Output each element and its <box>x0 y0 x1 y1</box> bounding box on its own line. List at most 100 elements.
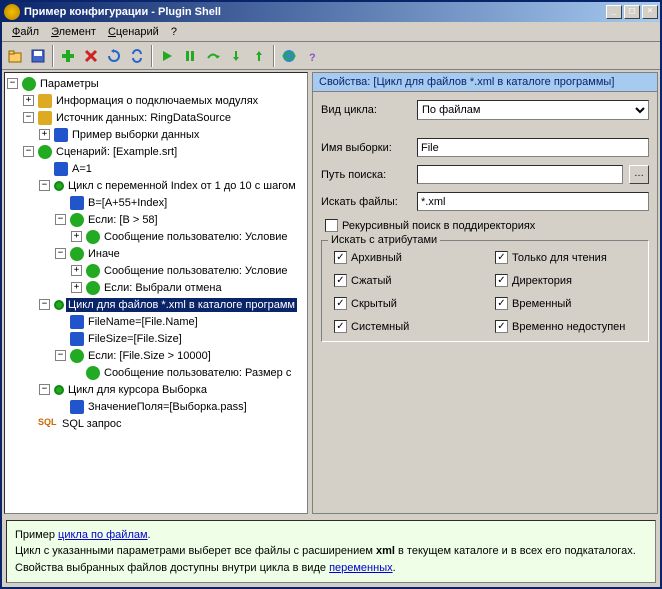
selection-name-input[interactable] <box>417 138 649 157</box>
archive-checkbox[interactable]: ✓ <box>334 251 347 264</box>
temporary-label: Временный <box>512 298 571 310</box>
tree-loop-index[interactable]: −Цикл с переменной Index от 1 до 10 с ша… <box>7 177 305 194</box>
add-button[interactable] <box>57 45 79 67</box>
scenario-icon <box>38 145 52 159</box>
app-icon <box>4 4 20 20</box>
refresh-button[interactable] <box>103 45 125 67</box>
temporary-checkbox[interactable]: ✓ <box>495 297 508 310</box>
cycle-icon <box>54 181 64 191</box>
run-button[interactable] <box>156 45 178 67</box>
offline-label: Временно недоступен <box>512 321 625 333</box>
pause-button[interactable] <box>179 45 201 67</box>
tree-var-b[interactable]: B=[A+55+Index] <box>7 194 305 211</box>
tree-loop-files[interactable]: −Цикл для файлов *.xml в каталоге програ… <box>7 296 305 313</box>
if-icon <box>70 349 84 363</box>
minimize-button[interactable]: _ <box>606 5 622 19</box>
datasource-icon <box>38 111 52 125</box>
hint-bold-xml: xml <box>376 545 395 557</box>
hint-link-cycle[interactable]: цикла по файлам <box>58 529 148 541</box>
menu-file[interactable]: Файл <box>6 24 45 40</box>
expander-icon[interactable]: − <box>55 350 66 361</box>
tree-msg3[interactable]: Сообщение пользователю: Размер с <box>7 364 305 381</box>
menu-script[interactable]: Сценарий <box>102 24 165 40</box>
tree-modules[interactable]: +Информация о подключаемых модулях <box>7 92 305 109</box>
expander-icon[interactable]: − <box>7 78 18 89</box>
directory-checkbox[interactable]: ✓ <box>495 274 508 287</box>
msg-icon <box>86 366 100 380</box>
system-checkbox[interactable]: ✓ <box>334 320 347 333</box>
stepout-button[interactable] <box>248 45 270 67</box>
if-icon <box>86 281 100 295</box>
var-icon <box>70 315 84 329</box>
hint-pane: Пример цикла по файлам. Цикл с указанным… <box>6 520 656 584</box>
expander-icon[interactable]: + <box>71 282 82 293</box>
tree-else[interactable]: −Иначе <box>7 245 305 262</box>
tree-pane[interactable]: −Параметры +Информация о подключаемых мо… <box>4 72 308 514</box>
hidden-checkbox[interactable]: ✓ <box>334 297 347 310</box>
expander-icon[interactable]: − <box>55 214 66 225</box>
expander-icon[interactable]: + <box>71 231 82 242</box>
expander-icon[interactable]: − <box>23 112 34 123</box>
expander-icon[interactable]: + <box>23 95 34 106</box>
tree-root[interactable]: −Параметры <box>7 75 305 92</box>
maximize-button[interactable]: □ <box>624 5 640 19</box>
search-path-label: Путь поиска: <box>321 169 411 181</box>
stepover-button[interactable] <box>202 45 224 67</box>
tree-datasource[interactable]: −Источник данных: RingDataSource <box>7 109 305 126</box>
expander-icon[interactable]: − <box>23 146 34 157</box>
params-icon <box>22 77 36 91</box>
expander-icon[interactable]: − <box>39 180 50 191</box>
expander-icon[interactable]: − <box>39 384 50 395</box>
tree-sample[interactable]: +Пример выборки данных <box>7 126 305 143</box>
sync-button[interactable] <box>126 45 148 67</box>
close-button[interactable]: × <box>642 5 658 19</box>
var-icon <box>54 162 68 176</box>
menu-element[interactable]: Элемент <box>45 24 102 40</box>
archive-label: Архивный <box>351 252 402 264</box>
tree-filename[interactable]: FileName=[File.Name] <box>7 313 305 330</box>
readonly-checkbox[interactable]: ✓ <box>495 251 508 264</box>
tree-msg1[interactable]: +Сообщение пользователю: Условие <box>7 228 305 245</box>
menu-help[interactable]: ? <box>165 24 183 40</box>
sample-icon <box>54 128 68 142</box>
tree-loop-cursor[interactable]: −Цикл для курсора Выборка <box>7 381 305 398</box>
tree-if-b58[interactable]: −Если: [B > 58] <box>7 211 305 228</box>
menu-script-label: ценарий <box>116 26 159 38</box>
cycle-icon <box>54 385 64 395</box>
toolbar: ? <box>2 42 660 70</box>
stepin-button[interactable] <box>225 45 247 67</box>
tree-scenario[interactable]: −Сценарий: [Example.srt] <box>7 143 305 160</box>
selection-name-label: Имя выборки: <box>321 142 411 154</box>
file-mask-label: Искать файлы: <box>321 196 411 208</box>
compressed-checkbox[interactable]: ✓ <box>334 274 347 287</box>
save-button[interactable] <box>27 45 49 67</box>
offline-checkbox[interactable]: ✓ <box>495 320 508 333</box>
tree-msg2[interactable]: +Сообщение пользователю: Условие <box>7 262 305 279</box>
open-button[interactable] <box>4 45 26 67</box>
else-icon <box>70 247 84 261</box>
tree-if-size[interactable]: −Если: [File.Size > 10000] <box>7 347 305 364</box>
msg-icon <box>86 264 100 278</box>
hidden-label: Скрытый <box>351 298 397 310</box>
expander-icon[interactable]: + <box>39 129 50 140</box>
globe-button[interactable] <box>278 45 300 67</box>
cycle-kind-select[interactable]: По файлам <box>417 100 649 120</box>
browse-button[interactable]: … <box>629 165 649 184</box>
tree-fieldvalue[interactable]: ЗначениеПоля=[Выборка.pass] <box>7 398 305 415</box>
file-mask-input[interactable] <box>417 192 649 211</box>
tree-var-a[interactable]: A=1 <box>7 160 305 177</box>
expander-icon[interactable]: − <box>39 299 50 310</box>
expander-icon[interactable]: + <box>71 265 82 276</box>
expander-icon[interactable]: − <box>55 248 66 259</box>
recursive-checkbox[interactable] <box>325 219 338 232</box>
tree-if-cancel[interactable]: +Если: Выбрали отмена <box>7 279 305 296</box>
var-icon <box>70 196 84 210</box>
help-button[interactable]: ? <box>301 45 323 67</box>
tree-sql[interactable]: SQLSQL запрос <box>7 415 305 432</box>
hint-link-vars[interactable]: переменных <box>329 562 393 574</box>
attributes-fieldset: Искать с атрибутами ✓Архивный ✓Только дл… <box>321 240 649 342</box>
delete-button[interactable] <box>80 45 102 67</box>
svg-text:?: ? <box>309 52 316 64</box>
tree-filesize[interactable]: FileSize=[File.Size] <box>7 330 305 347</box>
search-path-input[interactable] <box>417 165 623 184</box>
